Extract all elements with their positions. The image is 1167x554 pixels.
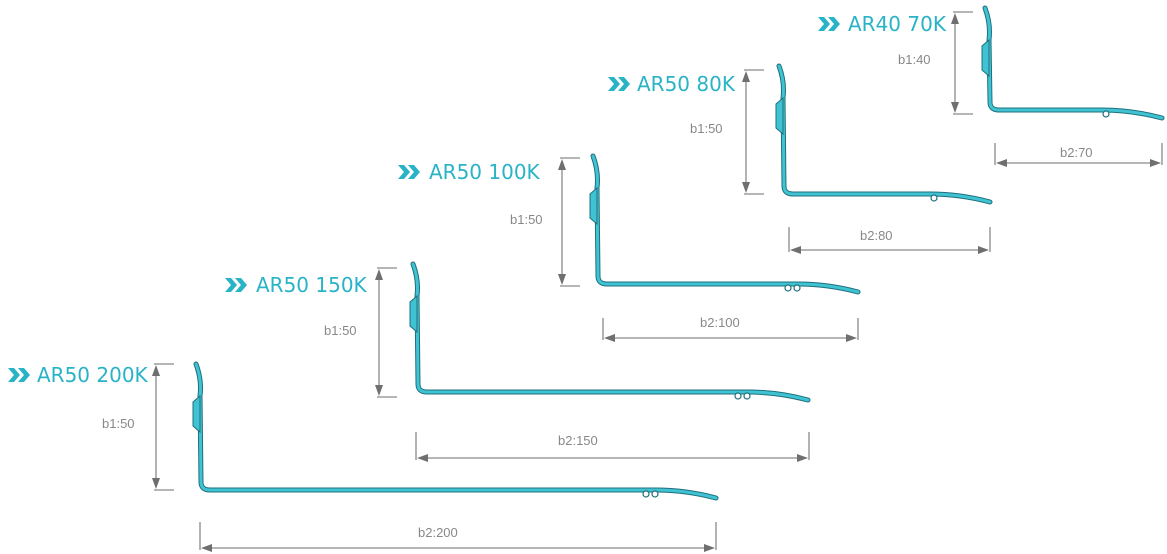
profile-shape-fill — [591, 154, 860, 294]
arrow-down-icon — [152, 478, 160, 489]
profile-lip — [981, 38, 990, 78]
profile-groove — [930, 194, 938, 202]
profile-groove — [734, 392, 742, 400]
b2-dimension: b2:150 — [415, 432, 810, 462]
profile-groove — [743, 392, 751, 400]
profile-ar50-150k: AR50 150K b1:50 b2:150 — [225, 261, 811, 462]
profile-ar50-200k: AR50 200K b1:50 b2:200 — [8, 361, 719, 552]
b2-label: b2:100 — [700, 315, 740, 330]
profile-shape-fill — [777, 64, 992, 204]
profile-ar50-80k: AR50 80K b1:50 b2:80 — [608, 63, 993, 254]
arrow-down-icon — [951, 102, 959, 113]
profile-groove — [1102, 110, 1110, 118]
profile-title: AR50 150K — [256, 273, 368, 297]
arrow-right-icon — [978, 246, 989, 254]
profile-shape — [982, 5, 1165, 121]
profile-shape — [590, 153, 861, 295]
double-chevron-right-icon — [225, 278, 247, 292]
arrow-left-icon — [790, 246, 801, 254]
arrow-right-icon — [846, 334, 857, 342]
profile-shape — [776, 63, 993, 205]
profile-groove — [651, 490, 659, 498]
profile-title: AR50 80K — [637, 72, 736, 96]
profile-lip — [775, 96, 784, 136]
b2-label: b2:200 — [418, 525, 458, 540]
b1-dimension: b1:50 — [690, 69, 764, 195]
b1-label: b1:40 — [898, 52, 931, 67]
b2-dimension: b2:80 — [788, 227, 991, 254]
profile-lip — [409, 294, 418, 334]
b1-dimension: b1:50 — [102, 363, 174, 491]
b1-label: b1:50 — [510, 212, 543, 227]
double-chevron-right-icon — [398, 165, 420, 179]
b2-dimension: b2:70 — [994, 143, 1163, 167]
b1-label: b1:50 — [324, 323, 357, 338]
profile-shape — [193, 361, 719, 501]
profile-shape-fill — [411, 262, 810, 402]
profile-shape-fill — [983, 6, 1164, 120]
arrow-left-icon — [201, 544, 212, 552]
arrow-up-icon — [558, 159, 566, 170]
arrow-right-icon — [1150, 159, 1161, 167]
profile-groove — [793, 284, 801, 292]
b2-label: b2:70 — [1060, 145, 1093, 160]
arrow-down-icon — [375, 385, 383, 396]
profile-shape-fill — [194, 362, 718, 500]
b1-dimension: b1:50 — [324, 267, 397, 398]
b1-label: b1:50 — [102, 416, 135, 431]
b2-label: b2:80 — [860, 228, 893, 243]
profile-ar50-100k: AR50 100K b1:50 b2:100 — [398, 153, 861, 342]
arrow-left-icon — [604, 334, 615, 342]
profile-title: AR50 100K — [429, 160, 541, 184]
arrow-up-icon — [375, 269, 383, 280]
profile-lip — [192, 394, 201, 434]
double-chevron-right-icon — [608, 77, 630, 91]
profile-title: AR40 70K — [848, 12, 947, 36]
arrow-up-icon — [951, 13, 959, 24]
arrow-down-icon — [558, 274, 566, 285]
arrow-left-icon — [996, 159, 1007, 167]
arrow-down-icon — [742, 182, 750, 193]
double-chevron-right-icon — [818, 17, 840, 31]
arrow-right-icon — [797, 454, 808, 462]
b1-label: b1:50 — [690, 121, 723, 136]
arrow-left-icon — [417, 454, 428, 462]
profile-ar40-70k: AR40 70K b1:40 b2:70 — [818, 5, 1165, 167]
b1-dimension: b1:50 — [510, 157, 580, 287]
profile-groove — [642, 490, 650, 498]
b2-dimension: b2:100 — [602, 315, 859, 342]
arrow-up-icon — [742, 71, 750, 82]
profile-title: AR50 200K — [37, 363, 149, 387]
profile-lip — [589, 186, 598, 226]
b2-label: b2:150 — [558, 433, 598, 448]
arrow-up-icon — [152, 365, 160, 376]
b1-dimension: b1:40 — [898, 11, 973, 115]
arrow-right-icon — [704, 544, 715, 552]
double-chevron-right-icon — [8, 368, 30, 382]
b2-dimension: b2:200 — [199, 522, 717, 552]
profile-groove — [784, 284, 792, 292]
